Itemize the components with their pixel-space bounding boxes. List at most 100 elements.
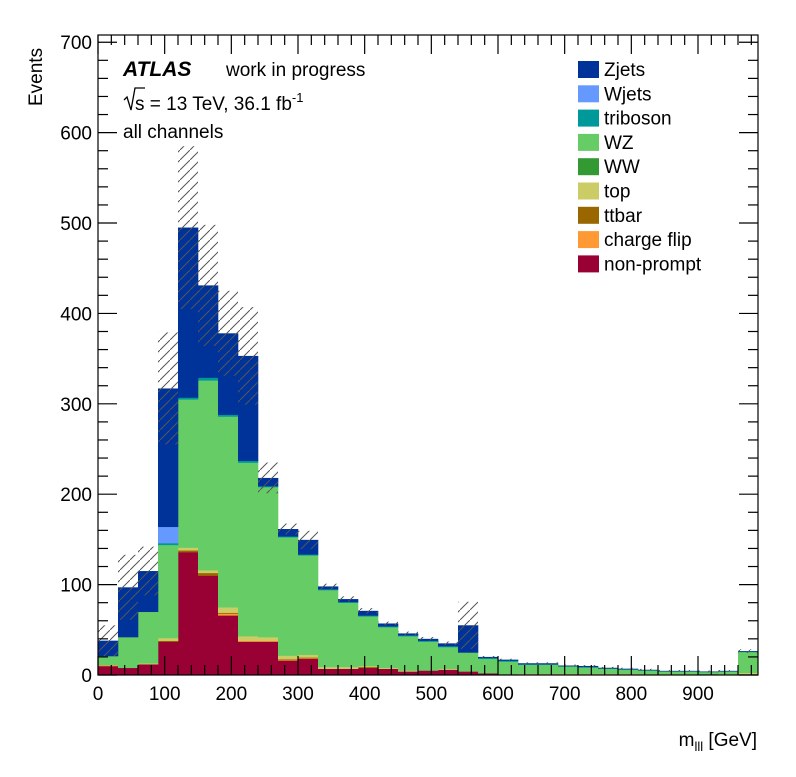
uncertainty-bin-13 <box>358 608 378 614</box>
uncertainty-bin-3 <box>158 332 178 445</box>
uncertainty-bin-9 <box>278 523 298 535</box>
legend: Zjets Wjets triboson WZ WW top ttbar charge fli… <box>578 60 702 275</box>
uncertainty-bin-1 <box>118 554 138 620</box>
bar-top-bin-21 <box>518 673 539 675</box>
status-label: work in progress <box>225 60 365 81</box>
uncertainty-bin-17 <box>438 641 458 646</box>
x-tick-label: 0 <box>93 684 104 705</box>
bar-top-bin-4 <box>178 547 199 551</box>
x-axis-title-main: m <box>679 730 695 751</box>
bar-triboson-bin-13 <box>358 615 379 617</box>
bar-WZ-bin-0 <box>98 656 119 666</box>
legend-item-Zjets: Zjets <box>578 60 645 81</box>
bar-triboson-bin-3 <box>158 543 179 546</box>
bar-ttbar-bin-6 <box>218 612 239 614</box>
bar-top-bin-23 <box>558 673 579 675</box>
bar-triboson-bin-14 <box>378 626 399 628</box>
bar-non-prompt-bin-14 <box>378 668 399 676</box>
uncertainty-bin-15 <box>398 631 418 636</box>
bar-triboson-bin-17 <box>438 646 459 648</box>
uncertainty-bin-27 <box>638 668 658 671</box>
bar-charge-flip-bin-9 <box>278 660 299 661</box>
x-tick-label: 600 <box>482 684 514 705</box>
legend-label: Zjets <box>604 60 645 81</box>
bar-WZ-bin-2 <box>138 611 159 664</box>
legend-label: charge flip <box>604 230 692 251</box>
bar-top-bin-14 <box>378 667 399 669</box>
uncertainty-bin-30 <box>698 670 718 673</box>
bar-top-bin-24 <box>578 673 599 675</box>
uncertainty-bin-12 <box>338 596 358 602</box>
bar-WZ-bin-3 <box>158 544 179 639</box>
x-axis-title-sub: lll <box>694 739 703 754</box>
bar-WZ-bin-26 <box>618 669 639 674</box>
bar-top-bin-7 <box>238 636 259 641</box>
x-tick-label: 100 <box>149 684 181 705</box>
bar-WZ-bin-11 <box>318 590 339 668</box>
uncertainty-bin-25 <box>598 666 618 669</box>
bar-WZ-bin-24 <box>578 667 599 674</box>
bar-non-prompt-bin-3 <box>158 641 179 676</box>
legend-swatch <box>578 206 599 224</box>
uncertainty-bin-22 <box>538 662 558 665</box>
bar-triboson-bin-12 <box>338 601 359 603</box>
bar-WZ-bin-18 <box>458 652 479 672</box>
bar-WZ-bin-10 <box>298 555 319 655</box>
bar-triboson-bin-20 <box>498 660 519 662</box>
axis-ticks <box>97 35 758 676</box>
legend-swatch <box>578 85 599 103</box>
uncertainty-bin-26 <box>618 667 638 670</box>
x-tick-label: 200 <box>215 684 247 705</box>
bar-top-bin-2 <box>138 663 159 665</box>
bar-charge-flip-bin-0 <box>98 665 119 667</box>
bar-charge-flip-bin-8 <box>258 640 279 642</box>
uncertainty-bin-6 <box>218 290 238 376</box>
bar-non-prompt-bin-15 <box>398 671 419 676</box>
y-tick-label: 600 <box>60 124 92 145</box>
y-axis-title: Events <box>26 48 47 106</box>
x-tick-label: 700 <box>549 684 581 705</box>
bar-WZ-bin-29 <box>678 671 699 675</box>
legend-item-top: top <box>578 182 630 203</box>
bar-top-bin-6 <box>218 607 239 613</box>
legend-swatch <box>578 109 599 127</box>
uncertainty-bin-24 <box>578 665 598 667</box>
bar-top-bin-11 <box>318 666 339 669</box>
legend-item-triboson: triboson <box>578 109 672 130</box>
channel-label: all channels <box>123 122 223 143</box>
uncertainty-bin-11 <box>318 583 338 590</box>
bar-non-prompt-bin-13 <box>358 667 379 676</box>
bar-non-prompt-bin-0 <box>98 665 119 676</box>
bar-top-bin-32 <box>738 672 759 675</box>
y-tick-label: 400 <box>60 304 92 325</box>
bar-non-prompt-bin-7 <box>238 641 259 676</box>
bar-WZ-bin-7 <box>238 462 259 637</box>
bar-triboson-bin-4 <box>178 397 199 400</box>
bar-WZ-bin-15 <box>398 636 419 671</box>
y-tick-label: 300 <box>60 395 92 416</box>
bar-WZ-bin-28 <box>658 671 679 675</box>
legend-swatch <box>578 231 599 249</box>
x-tick-label: 900 <box>682 684 714 705</box>
bar-triboson-bin-6 <box>218 414 239 417</box>
uncertainty-band <box>98 146 758 673</box>
legend-item-WW: WW <box>578 157 640 178</box>
bar-WZ-bin-27 <box>638 670 659 675</box>
bar-top-bin-26 <box>618 673 639 675</box>
uncertainty-bin-4 <box>178 146 198 309</box>
uncertainty-bin-28 <box>658 669 678 672</box>
bar-ttbar-bin-5 <box>198 572 219 576</box>
bar-ttbar-bin-3 <box>158 640 179 642</box>
uncertainty-bin-21 <box>518 662 538 665</box>
x-axis-title: mlll [GeV] <box>679 730 757 754</box>
bar-WZ-bin-23 <box>558 666 579 674</box>
bar-WZ-bin-4 <box>178 399 199 548</box>
legend-item-charge-flip: charge flip <box>578 230 692 251</box>
uncertainty-bin-31 <box>718 669 738 672</box>
uncertainty-bin-19 <box>478 656 498 658</box>
bar-non-prompt-bin-8 <box>258 641 279 676</box>
bar-non-prompt-bin-1 <box>118 667 139 676</box>
bar-top-bin-17 <box>438 668 459 670</box>
y-tick-label: 700 <box>60 33 92 54</box>
